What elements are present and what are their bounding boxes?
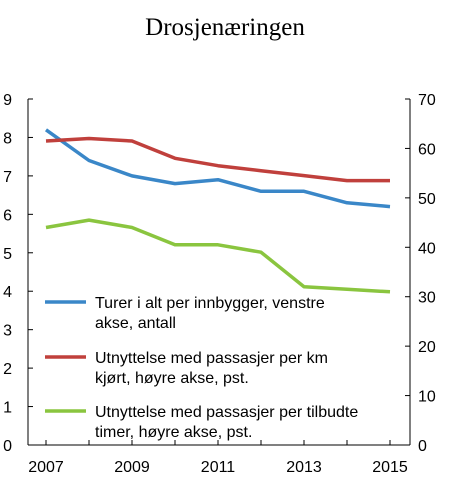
x-tick-label: 2011 <box>201 459 236 476</box>
legend-label-3: timer, høyre akse, pst. <box>95 424 252 441</box>
right-tick-label: 50 <box>418 191 436 208</box>
x-tick-label: 2009 <box>114 459 150 476</box>
left-tick-label: 5 <box>3 246 12 263</box>
series-line-3 <box>45 218 391 294</box>
right-tick-label: 40 <box>418 240 436 257</box>
left-tick-label: 6 <box>3 207 12 224</box>
right-tick-label: 0 <box>418 438 427 455</box>
left-tick-label: 7 <box>3 169 12 186</box>
legend-label-2: kjørt, høyre akse, pst. <box>95 370 249 387</box>
legend-label-2: Utnyttelse med passasjer per km <box>95 350 328 367</box>
chart-title: Drosjenæringen <box>145 14 305 41</box>
legend-label-3: Utnyttelse med passasjer per tilbudte <box>95 404 358 421</box>
series-line-2 <box>45 136 390 183</box>
right-tick-label: 60 <box>418 141 436 158</box>
left-tick-label: 2 <box>3 361 12 378</box>
left-tick-label: 0 <box>3 438 12 455</box>
right-tick-label: 10 <box>418 389 436 406</box>
right-tick-label: 20 <box>418 339 436 356</box>
x-tick-label: 2015 <box>372 459 408 476</box>
left-tick-label: 8 <box>3 130 12 147</box>
legend-label-1: Turer i alt per innbygger, venstre <box>95 295 325 312</box>
x-tick-label: 2007 <box>28 459 64 476</box>
x-tick-label: 2013 <box>286 459 322 476</box>
left-tick-label: 1 <box>3 400 12 417</box>
right-tick-label: 70 <box>418 92 436 109</box>
series-line-1 <box>44 128 391 209</box>
left-tick-label: 9 <box>3 92 12 109</box>
left-tick-label: 4 <box>3 284 12 301</box>
right-tick-label: 30 <box>418 290 436 307</box>
left-tick-label: 3 <box>3 323 12 340</box>
legend-label-1: akse, antall <box>95 315 176 332</box>
